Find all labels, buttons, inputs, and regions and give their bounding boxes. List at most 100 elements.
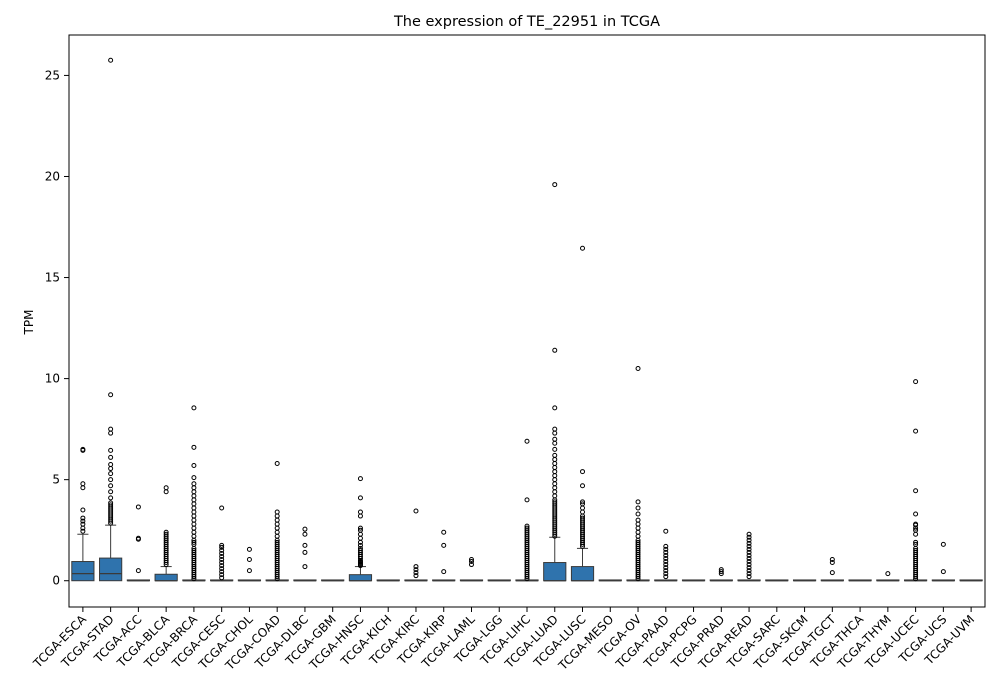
outlier-point — [219, 550, 225, 556]
outlier-point — [191, 521, 197, 527]
outlier-point — [108, 495, 114, 501]
outlier-point — [468, 562, 474, 568]
box-TCGA-CESC — [210, 505, 234, 582]
outlier-point — [163, 531, 169, 537]
outlier-point — [663, 562, 669, 568]
outlier-point — [940, 541, 946, 547]
outlier-point — [635, 521, 641, 527]
outlier-point — [635, 539, 641, 545]
outlier-point — [580, 469, 586, 475]
y-tick-label: 10 — [45, 372, 60, 386]
outlier-point — [191, 463, 197, 469]
outlier-point — [191, 533, 197, 539]
box-TCGA-PAAD — [654, 528, 678, 582]
box-TCGA-PCPG — [681, 579, 706, 582]
outlier-point — [663, 559, 669, 565]
box-TCGA-UCEC — [904, 379, 928, 582]
outlier-point — [108, 430, 114, 436]
outlier-point — [746, 546, 752, 552]
outlier-point — [552, 446, 558, 452]
box-TCGA-GBM — [321, 579, 345, 582]
outlier-point — [357, 535, 363, 541]
outlier-point — [718, 569, 724, 575]
outlier-point — [441, 542, 447, 548]
outlier-point — [635, 533, 641, 539]
outlier-point — [80, 518, 86, 524]
outlier-point — [746, 562, 752, 568]
outlier-point — [580, 483, 586, 489]
outlier-point — [191, 509, 197, 515]
outlier-point — [80, 507, 86, 513]
outlier-point — [663, 528, 669, 534]
outlier-point — [357, 547, 363, 553]
outlier-point — [552, 477, 558, 483]
outlier-point — [746, 552, 752, 558]
outlier-point — [163, 485, 169, 491]
outlier-point — [191, 505, 197, 511]
outlier-point — [302, 531, 308, 537]
outlier-point — [135, 535, 141, 541]
outlier-point — [913, 511, 919, 517]
outlier-point — [246, 546, 252, 552]
outlier-point — [219, 547, 225, 553]
outlier-point — [246, 568, 252, 574]
outlier-point — [746, 549, 752, 555]
outlier-point — [357, 509, 363, 515]
outlier-point — [219, 569, 225, 575]
outlier-point — [913, 428, 919, 434]
outlier-point — [302, 526, 308, 532]
outlier-point — [135, 568, 141, 574]
outlier-point — [746, 534, 752, 540]
outlier-point — [663, 555, 669, 561]
outlier-point — [219, 544, 225, 550]
outlier-point — [80, 446, 86, 452]
outlier-point — [191, 539, 197, 545]
y-axis: 0 5 10 15 20 25 — [45, 68, 69, 588]
outlier-point — [524, 438, 530, 444]
box-TCGA-KIRP — [432, 529, 456, 582]
outlier-point — [552, 489, 558, 495]
outlier-point — [913, 539, 919, 545]
box-TCGA-DLBC — [293, 526, 317, 582]
outlier-point — [191, 481, 197, 487]
outlier-point — [274, 521, 280, 527]
outlier-point — [302, 549, 308, 555]
plot-frame — [68, 34, 986, 608]
outlier-point — [635, 511, 641, 517]
box-body — [71, 561, 95, 582]
outlier-point — [829, 560, 835, 566]
outlier-point — [191, 547, 197, 553]
box-TCGA-CHOL — [237, 546, 262, 582]
outlier-point — [274, 460, 280, 466]
outlier-point — [552, 452, 558, 458]
outlier-point — [219, 560, 225, 566]
outlier-point — [552, 436, 558, 442]
outlier-point — [302, 542, 308, 548]
outlier-point — [635, 505, 641, 511]
outlier-point — [191, 497, 197, 503]
outlier-point — [108, 483, 114, 489]
box-TCGA-THYM — [876, 571, 900, 582]
outlier-point — [108, 500, 114, 506]
outlier-point — [635, 365, 641, 371]
outlier-point — [913, 379, 919, 385]
outlier-point — [663, 546, 669, 552]
outlier-point — [829, 570, 835, 576]
outlier-point — [746, 531, 752, 537]
outlier-point — [524, 525, 530, 531]
outlier-point — [108, 471, 114, 477]
outlier-point — [635, 499, 641, 505]
outlier-point — [552, 493, 558, 499]
outlier-point — [468, 557, 474, 563]
outlier-point — [746, 555, 752, 561]
outlier-point — [913, 521, 919, 527]
outlier-point — [663, 568, 669, 574]
outlier-point — [746, 568, 752, 574]
outlier-point — [580, 501, 586, 507]
outlier-point — [552, 456, 558, 462]
box-body — [570, 566, 595, 582]
outlier-point — [635, 529, 641, 535]
outlier-point — [552, 473, 558, 479]
box-TCGA-STAD — [99, 57, 123, 582]
box-TCGA-COAD — [265, 460, 289, 582]
